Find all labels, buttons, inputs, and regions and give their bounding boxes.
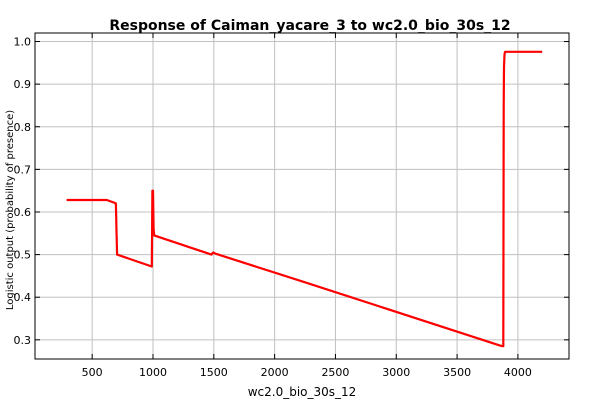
x-tick-label: 4000 <box>504 366 532 379</box>
x-tick-label: 500 <box>82 366 103 379</box>
series-line <box>66 50 543 348</box>
series-layer <box>66 50 543 348</box>
y-tick-label: 1.0 <box>14 36 32 49</box>
y-tick-label: 0.5 <box>14 249 32 262</box>
y-tick-label: 0.6 <box>14 206 32 219</box>
y-tick-label: 0.3 <box>14 334 32 347</box>
tick-layer: 500 1000 1500 2000 2500 3000 3500 4000 0.3 0.4 0.5… <box>14 33 569 379</box>
y-axis-label: Logistic output (probability of presence… <box>5 110 16 310</box>
grid-layer <box>35 33 569 359</box>
x-tick-label: 2000 <box>261 366 289 379</box>
plot-frame <box>34 32 570 360</box>
x-tick-label: 3500 <box>443 366 471 379</box>
x-tick-label: 2500 <box>321 366 349 379</box>
chart-title: Response of Caiman_yacare_3 to wc2.0_bio… <box>109 18 510 34</box>
y-tick-label: 0.8 <box>14 121 32 134</box>
y-tick-label: 0.7 <box>14 163 32 176</box>
x-tick-label: 3000 <box>382 366 410 379</box>
x-tick-label: 1500 <box>200 366 228 379</box>
y-tick-label: 0.9 <box>14 78 32 91</box>
y-tick-label: 0.4 <box>14 291 32 304</box>
x-axis-label: wc2.0_bio_30s_12 <box>248 385 357 399</box>
x-tick-label: 1000 <box>139 366 167 379</box>
